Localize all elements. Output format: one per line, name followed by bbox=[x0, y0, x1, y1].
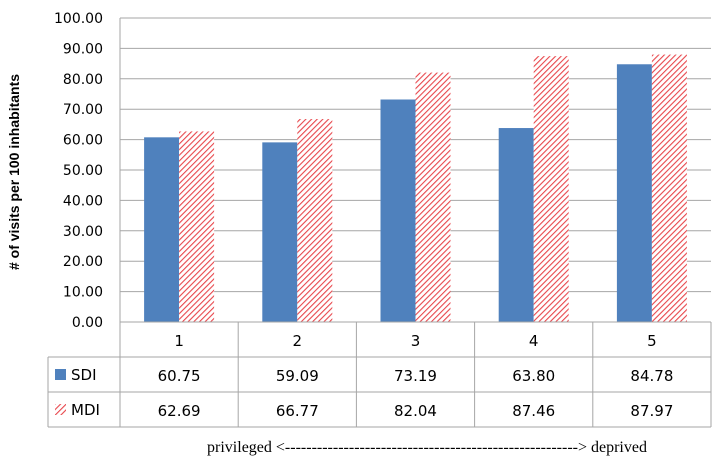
y-tick-label: 70.00 bbox=[63, 102, 103, 118]
x-tick-label: 3 bbox=[411, 332, 421, 350]
y-tick-label: 0.00 bbox=[72, 315, 103, 331]
y-tick-labels: 0.00 10.00 20.00 30.00 40.00 50.00 60.00 70.00 8… bbox=[54, 11, 103, 331]
bar-mdi-1 bbox=[179, 131, 215, 322]
x-tick-label: 4 bbox=[529, 332, 539, 350]
data-label-sdi: 73.19 bbox=[394, 367, 437, 385]
legend-swatch-mdi bbox=[55, 404, 66, 415]
data-label-mdi: 82.04 bbox=[394, 402, 437, 420]
y-axis-label: # of visits per 100 inhabitants bbox=[6, 74, 22, 270]
data-table: 1 2 3 4 5 SDI 60.75 59.09 73.19 63.80 84.78 MDI 62.6… bbox=[47, 321, 712, 428]
y-tick-label: 90.00 bbox=[63, 41, 103, 57]
bar-mdi-5 bbox=[651, 54, 687, 323]
data-label-sdi: 63.80 bbox=[512, 367, 555, 385]
y-tick-label: 40.00 bbox=[63, 193, 103, 209]
data-label-mdi: 62.69 bbox=[158, 402, 201, 420]
data-label-sdi: 60.75 bbox=[158, 367, 201, 385]
bar-sdi-4 bbox=[498, 128, 534, 322]
legend-label-mdi: MDI bbox=[71, 401, 100, 419]
bar-sdi-3 bbox=[380, 99, 416, 322]
y-tick-label: 10.00 bbox=[63, 285, 103, 301]
bar-sdi-2 bbox=[262, 142, 298, 322]
x-tick-label: 5 bbox=[647, 332, 657, 350]
y-tick-label: 30.00 bbox=[63, 224, 103, 240]
x-tick-label: 1 bbox=[174, 332, 184, 350]
y-tick-label: 50.00 bbox=[63, 163, 103, 179]
x-axis-label: privileged <----------------------------… bbox=[207, 439, 647, 456]
x-tick-label: 2 bbox=[293, 332, 303, 350]
bars bbox=[144, 54, 687, 323]
y-tick-label: 60.00 bbox=[63, 133, 103, 149]
data-label-sdi: 84.78 bbox=[630, 367, 673, 385]
bar-sdi-1 bbox=[144, 137, 180, 322]
bar-mdi-4 bbox=[533, 56, 569, 322]
bar-mdi-3 bbox=[415, 72, 451, 323]
y-tick-label: 100.00 bbox=[54, 11, 103, 27]
bar-mdi-2 bbox=[297, 119, 333, 323]
data-label-mdi: 87.46 bbox=[512, 402, 555, 420]
y-tick-label: 80.00 bbox=[63, 72, 103, 88]
data-label-mdi: 66.77 bbox=[276, 402, 319, 420]
data-label-sdi: 59.09 bbox=[276, 367, 319, 385]
legend-label-sdi: SDI bbox=[71, 366, 97, 384]
data-label-mdi: 87.97 bbox=[630, 402, 673, 420]
legend-swatch-sdi bbox=[55, 369, 66, 380]
y-tick-label: 20.00 bbox=[63, 254, 103, 270]
bar-sdi-5 bbox=[616, 64, 652, 322]
